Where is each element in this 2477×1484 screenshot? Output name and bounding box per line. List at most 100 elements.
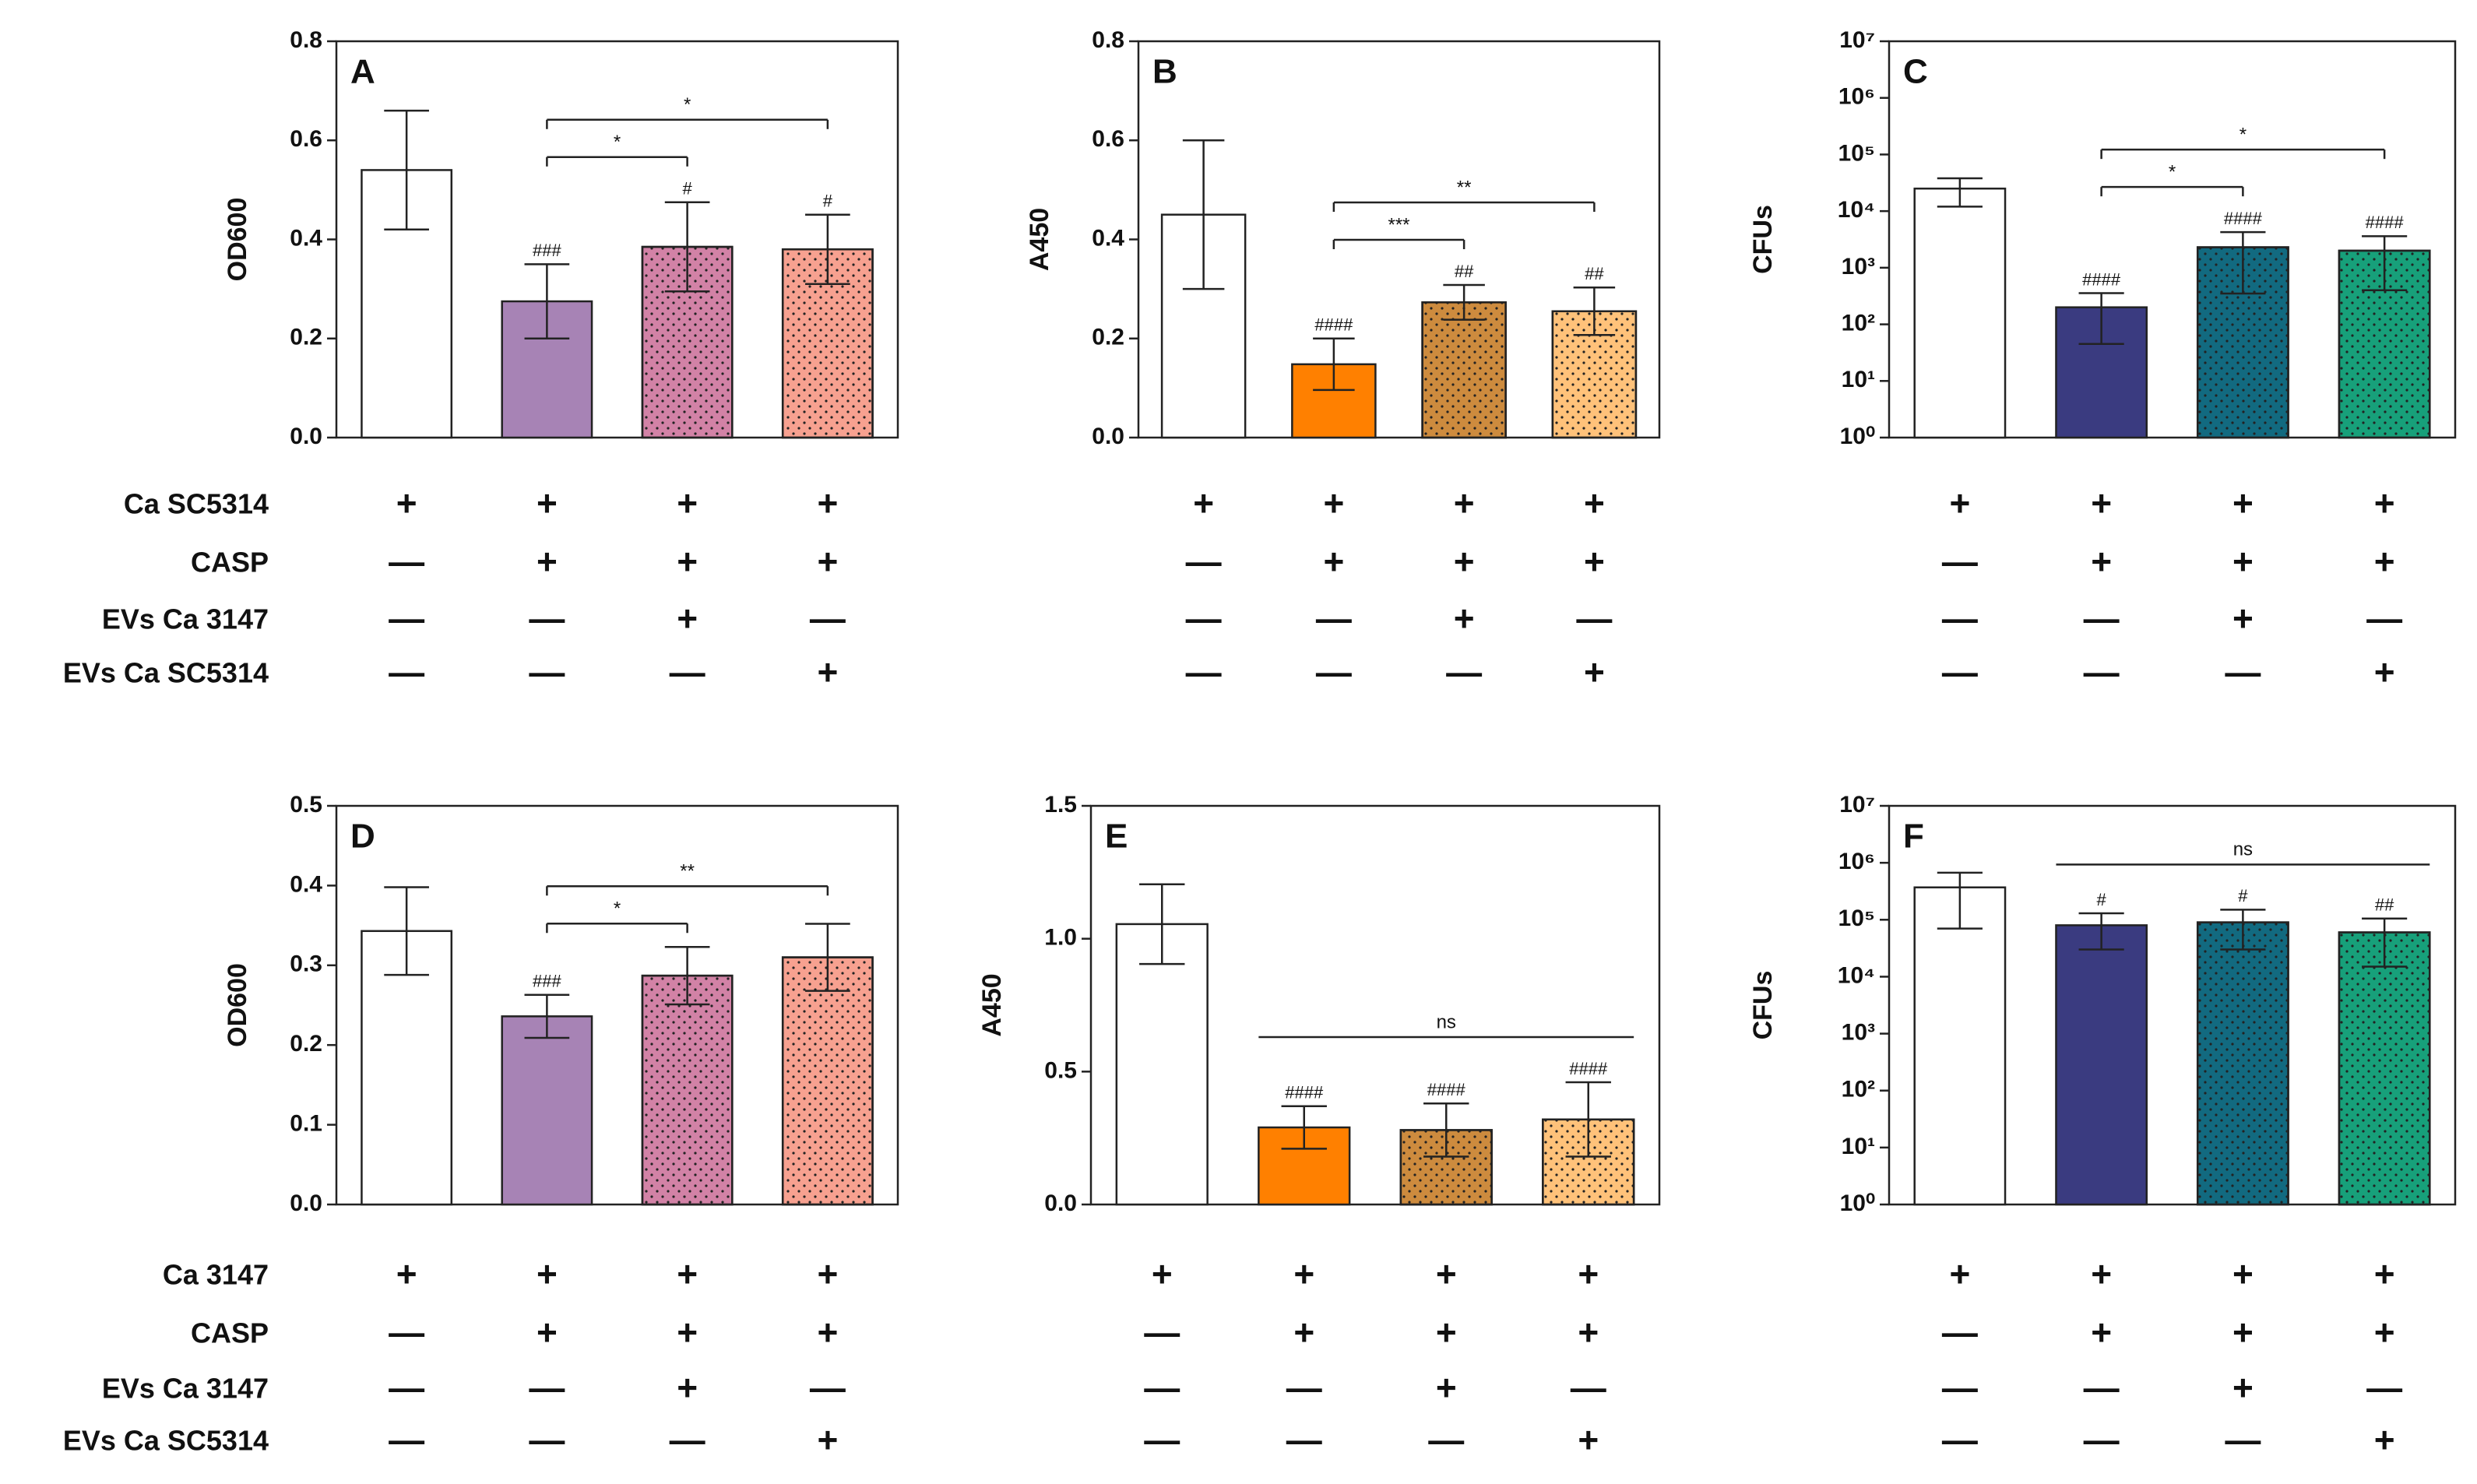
condition-sign: + [2232,1312,2254,1352]
condition-sign: — [1576,598,1612,638]
bracket-label: * [614,898,621,920]
condition-sign: — [1942,1419,1978,1460]
y-tick-label: 0.2 [1092,325,1124,350]
panel-label: C [1903,53,1928,91]
y-tick-label: 0.0 [1092,424,1124,449]
condition-sign: + [677,1367,698,1408]
condition-sign: + [2091,1312,2112,1352]
condition-sign: — [1571,1367,1606,1408]
condition-sign: + [2374,652,2395,692]
condition-sign: — [389,652,424,692]
condition-sign: — [529,598,565,638]
condition-sign: + [1578,1312,1599,1352]
significance-label: ### [533,241,561,260]
condition-sign: — [1186,541,1222,582]
condition-sign: — [389,1367,424,1408]
y-tick-label: 10³ [1842,254,1875,280]
condition-sign: + [1323,483,1344,523]
y-tick-label: 0.0 [290,424,322,449]
condition-sign: + [1454,483,1475,523]
bar [1115,923,1209,1206]
panel-label: A [350,53,375,91]
condition-sign: — [2084,598,2120,638]
significance-label: #### [1285,1083,1324,1102]
panel-label: B [1152,53,1177,91]
y-tick-label: 0.8 [290,27,322,53]
condition-sign: — [670,652,705,692]
condition-sign: — [1446,652,1482,692]
condition-sign: + [1436,1254,1457,1294]
condition-sign: + [2091,483,2112,523]
condition-sign: + [1584,483,1605,523]
condition-sign: — [1286,1367,1322,1408]
y-tick-label: 1.0 [1044,925,1077,951]
y-tick-label: 0.5 [290,792,322,818]
y-tick-label: 0.3 [290,951,322,977]
condition-sign: — [1144,1312,1180,1352]
condition-sign: + [1436,1367,1457,1408]
condition-sign: + [1152,1254,1173,1294]
condition-sign: + [1293,1312,1314,1352]
condition-sign: + [677,1254,698,1294]
condition-sign: + [1584,652,1605,692]
condition-sign: + [396,483,417,523]
condition-sign: + [1454,541,1475,582]
significance-label: #### [2366,213,2405,232]
condition-sign: + [1949,1254,1970,1294]
condition-sign: — [2225,1419,2261,1460]
condition-sign: — [1428,1419,1464,1460]
condition-label: EVs Ca 3147 [102,1373,269,1405]
y-tick-label: 10³ [1842,1019,1875,1045]
condition-sign: — [2225,652,2261,692]
significance-label: #### [1314,315,1353,335]
bar [1913,187,2007,439]
condition-label: Ca SC5314 [124,488,269,520]
condition-sign: + [2091,541,2112,582]
condition-sign: + [2232,541,2254,582]
y-tick-label: 0.4 [290,225,322,251]
y-tick-label: 10⁷ [1839,27,1875,53]
y-tick-label: 1.5 [1044,792,1077,818]
y-tick-label: 10⁴ [1838,197,1875,223]
condition-sign: + [537,1254,558,1294]
condition-label: Ca 3147 [163,1259,269,1291]
condition-sign: + [1323,541,1344,582]
condition-sign: — [1942,598,1978,638]
condition-sign: — [1942,1367,1978,1408]
significance-label: #### [1427,1080,1466,1099]
condition-sign: + [817,483,838,523]
bracket-label: ns [2233,839,2253,860]
condition-label: EVs Ca SC5314 [63,657,269,689]
condition-sign: — [670,1419,705,1460]
bracket-label: * [2240,125,2247,146]
condition-sign: + [1949,483,1970,523]
condition-sign: + [1293,1254,1314,1294]
condition-sign: — [1316,652,1352,692]
y-tick-label: 0.6 [1092,126,1124,152]
condition-sign: + [2374,483,2395,523]
condition-sign: + [1578,1254,1599,1294]
y-tick-label: 10⁶ [1838,849,1875,874]
significance-label: #### [1569,1059,1608,1078]
condition-sign: — [810,1367,846,1408]
condition-sign: — [389,598,424,638]
y-tick-label: 10⁵ [1838,906,1875,931]
condition-sign: + [817,652,838,692]
y-tick-label: 0.0 [1044,1190,1077,1216]
significance-label: ## [2375,895,2394,915]
condition-sign: + [677,541,698,582]
condition-sign: — [389,1419,424,1460]
bracket-label: *** [1388,214,1409,235]
y-tick-label: 0.4 [290,871,322,897]
y-tick-label: 0.2 [290,1031,322,1057]
condition-sign: — [1186,598,1222,638]
condition-label: EVs Ca SC5314 [63,1425,269,1457]
y-tick-label: 0.8 [1092,27,1124,53]
y-axis-label: OD600 [223,198,252,282]
plot-frame [1888,40,2457,439]
condition-sign: + [2374,541,2395,582]
y-axis-label: A450 [977,973,1007,1036]
y-tick-label: 10⁷ [1839,792,1875,818]
significance-label: #### [2082,269,2121,289]
